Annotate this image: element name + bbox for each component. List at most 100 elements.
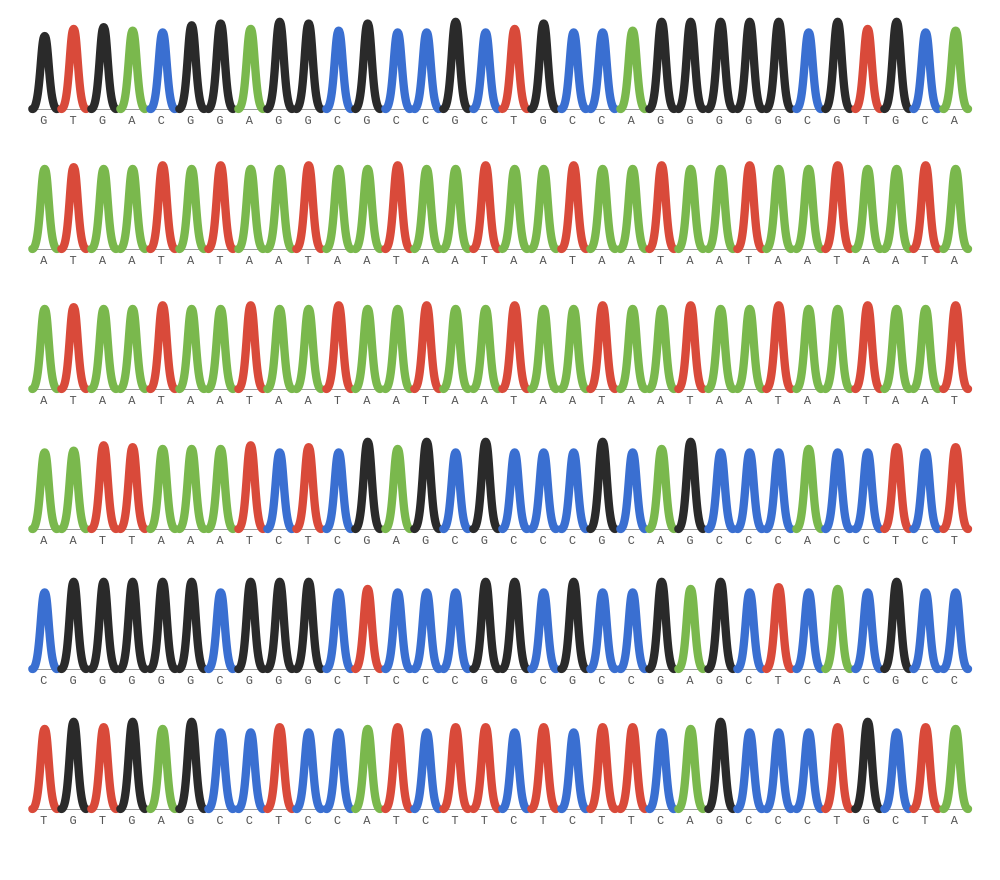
base-label: C: [911, 534, 940, 548]
base-label: G: [764, 114, 793, 128]
base-label: G: [500, 674, 529, 688]
peak: [118, 720, 147, 809]
peak-curve: [500, 20, 529, 109]
chromatogram-track: ATAATATAATAATAATAATAATAATAATAATA: [30, 160, 970, 268]
peak: [941, 580, 970, 669]
base-label: A: [823, 394, 852, 408]
base-label: C: [412, 814, 441, 828]
peak-curve: [383, 440, 412, 529]
base-label: C: [853, 674, 882, 688]
peak-curve: [30, 440, 59, 529]
peak-curve: [324, 720, 353, 809]
peak: [412, 440, 441, 529]
base-label: T: [383, 814, 412, 828]
base-label: A: [206, 394, 235, 408]
base-label: G: [676, 534, 705, 548]
peak: [471, 440, 500, 529]
peak: [911, 440, 940, 529]
peak: [735, 300, 764, 389]
peak: [324, 720, 353, 809]
peak: [676, 580, 705, 669]
peak: [118, 440, 147, 529]
base-label: A: [324, 254, 353, 268]
peak: [559, 440, 588, 529]
peak: [941, 300, 970, 389]
peak-curve: [676, 440, 705, 529]
base-label: C: [324, 814, 353, 828]
peak-curve: [941, 20, 970, 109]
peak: [236, 160, 265, 249]
peak-curve: [500, 720, 529, 809]
peak-curve: [294, 300, 323, 389]
base-label: C: [588, 674, 617, 688]
peak-curve: [529, 720, 558, 809]
base-label: A: [353, 394, 382, 408]
peak: [618, 160, 647, 249]
peak-curve: [383, 160, 412, 249]
base-label: T: [89, 814, 118, 828]
peak-curve: [588, 20, 617, 109]
peak: [177, 160, 206, 249]
peak: [794, 440, 823, 529]
peak-curve: [441, 160, 470, 249]
peak: [177, 440, 206, 529]
peak: [735, 440, 764, 529]
base-label: A: [647, 394, 676, 408]
peak: [206, 580, 235, 669]
peak-curve: [529, 20, 558, 109]
peak: [148, 580, 177, 669]
peak: [471, 300, 500, 389]
base-label: T: [89, 534, 118, 548]
peak: [588, 20, 617, 109]
base-labels-row: GTGACGGAGGCGCCGCTGCCAGGGGGCGTGCA: [30, 114, 970, 128]
peak-curve: [647, 440, 676, 529]
base-label: T: [853, 394, 882, 408]
peak: [676, 440, 705, 529]
chromatogram-track: AATTAAATCTCGAGCGCCCGCAGCCCACCTCT: [30, 440, 970, 548]
base-label: C: [529, 534, 558, 548]
peak: [559, 160, 588, 249]
peak: [706, 580, 735, 669]
peak: [353, 440, 382, 529]
base-label: G: [265, 114, 294, 128]
peak: [882, 720, 911, 809]
peak: [441, 300, 470, 389]
peak-curve: [764, 300, 793, 389]
peak-curve: [236, 720, 265, 809]
peak: [324, 440, 353, 529]
base-label: T: [764, 394, 793, 408]
base-label: A: [882, 254, 911, 268]
peak-curve: [324, 440, 353, 529]
peak-curve: [559, 720, 588, 809]
peak-curve: [441, 720, 470, 809]
chromatogram-track: ATAATAATAATAATAATAATAATAATAATAAT: [30, 300, 970, 408]
peak-curve: [647, 580, 676, 669]
base-label: T: [911, 254, 940, 268]
peak: [353, 580, 382, 669]
base-label: T: [383, 254, 412, 268]
base-label: T: [676, 394, 705, 408]
peak-curve: [735, 580, 764, 669]
peak: [706, 720, 735, 809]
peak: [294, 160, 323, 249]
base-label: C: [30, 674, 59, 688]
peak-curve: [676, 160, 705, 249]
peak: [471, 160, 500, 249]
peak: [236, 300, 265, 389]
peak-curve: [177, 720, 206, 809]
peak-curve: [294, 440, 323, 529]
base-label: A: [30, 254, 59, 268]
base-label: T: [118, 534, 147, 548]
base-label: A: [794, 254, 823, 268]
peak: [206, 300, 235, 389]
peak-curve: [618, 580, 647, 669]
base-label: C: [206, 814, 235, 828]
peak: [294, 300, 323, 389]
peak-curve: [324, 300, 353, 389]
peak: [823, 580, 852, 669]
peak-curve: [882, 440, 911, 529]
peak-curve: [471, 20, 500, 109]
peak: [30, 720, 59, 809]
peak: [911, 300, 940, 389]
base-label: G: [823, 114, 852, 128]
